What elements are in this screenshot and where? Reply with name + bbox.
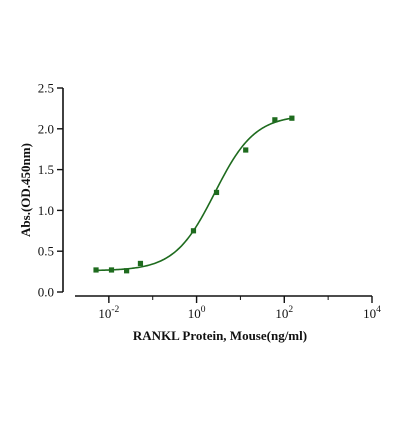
data-point bbox=[243, 147, 249, 153]
x-tick-label: 10-2 bbox=[98, 305, 119, 321]
y-tick-label: 2.5 bbox=[38, 81, 54, 96]
x-tick-label: 102 bbox=[275, 305, 293, 321]
axes bbox=[62, 88, 372, 297]
data-point bbox=[108, 267, 115, 273]
ticks: 0.0 0.5 1.0 1.5 2.0 2.5 10-2 100 102 104 bbox=[38, 81, 381, 322]
data-points bbox=[93, 115, 295, 274]
x-tick-label: 100 bbox=[188, 305, 206, 321]
data-point bbox=[289, 115, 295, 121]
y-tick-label: 1.0 bbox=[38, 203, 54, 218]
y-tick-label: 1.5 bbox=[38, 162, 54, 177]
y-axis-title: Abs.(OD.450nm) bbox=[18, 143, 33, 237]
data-point bbox=[124, 268, 130, 274]
data-point bbox=[93, 267, 99, 273]
x-axis-title: RANKL Protein, Mouse(ng/ml) bbox=[133, 328, 307, 343]
data-point bbox=[190, 228, 197, 234]
x-tick-label: 104 bbox=[363, 305, 381, 321]
y-tick-label: 2.0 bbox=[38, 121, 54, 136]
fit-curve-group bbox=[96, 117, 293, 272]
fit-curve bbox=[96, 117, 293, 272]
data-point bbox=[137, 260, 144, 267]
data-point bbox=[272, 117, 278, 123]
y-tick-label: 0.5 bbox=[38, 244, 54, 259]
data-point bbox=[213, 189, 220, 196]
y-tick-label: 0.0 bbox=[38, 285, 54, 300]
